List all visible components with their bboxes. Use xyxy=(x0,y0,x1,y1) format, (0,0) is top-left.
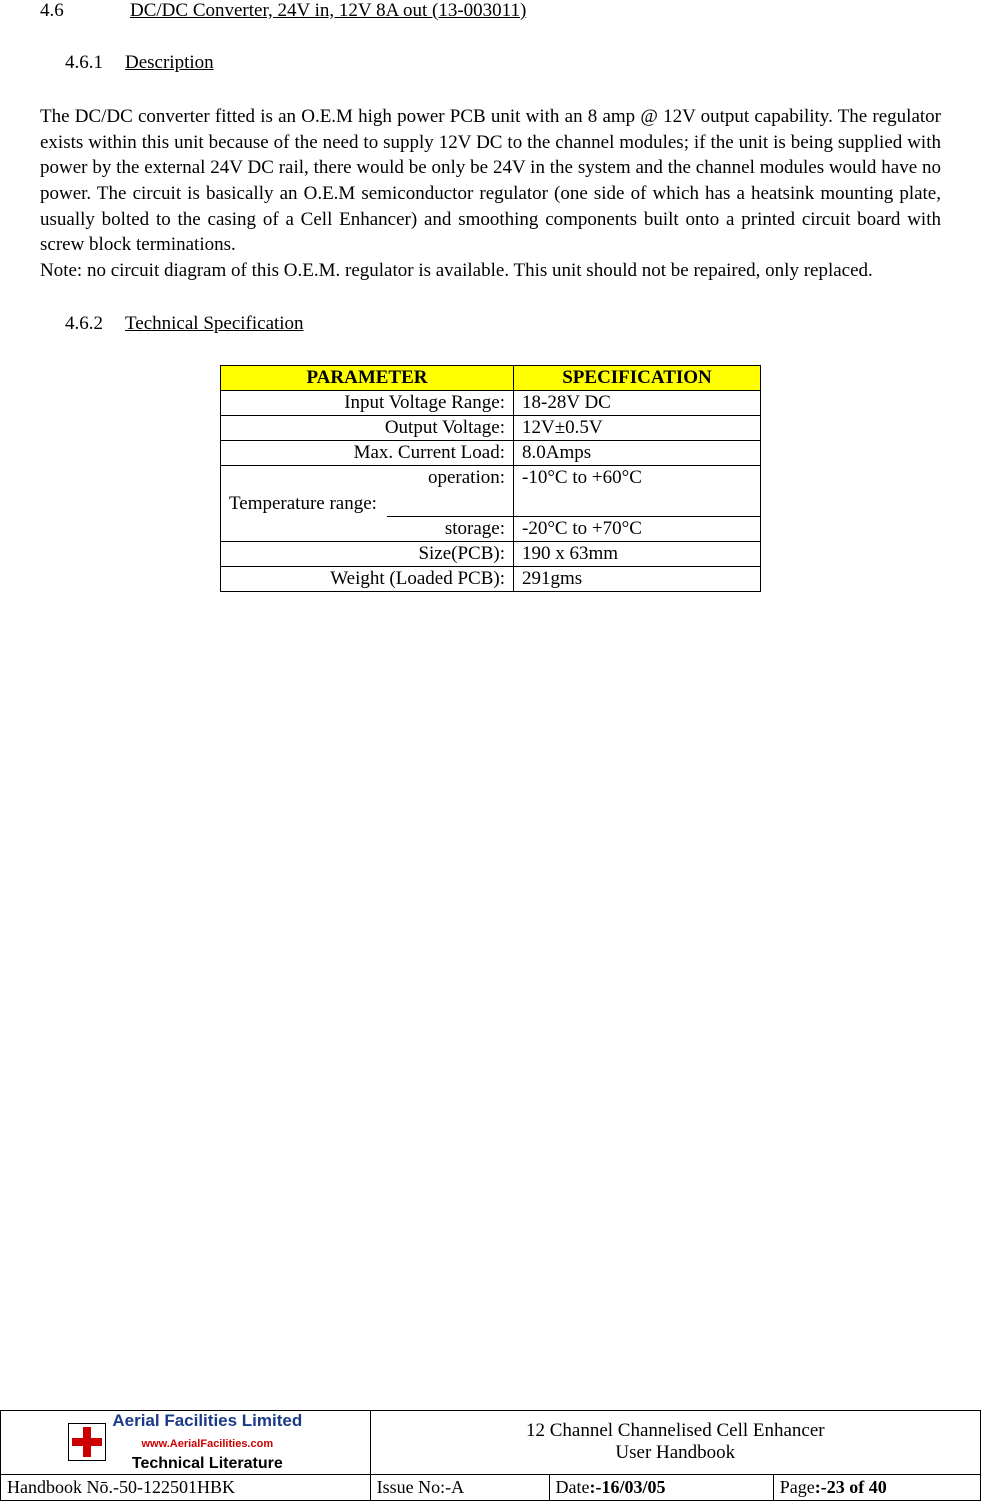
table-row: Input Voltage Range: 18-28V DC xyxy=(221,391,761,416)
spec-cell: 18-28V DC xyxy=(514,391,761,416)
table-row: Weight (Loaded PCB): 291gms xyxy=(221,567,761,592)
table-row: Size(PCB): 190 x 63mm xyxy=(221,542,761,567)
spec-cell: -20°C to +70°C xyxy=(514,517,761,542)
document-title-cell: 12 Channel Channelised Cell Enhancer Use… xyxy=(370,1411,980,1475)
param-cell: Max. Current Load: xyxy=(221,441,514,466)
param-cell: Output Voltage: xyxy=(221,416,514,441)
issue-date: Date:-16/03/05 xyxy=(549,1474,773,1500)
description-paragraph: The DC/DC converter fitted is an O.E.M h… xyxy=(40,104,941,283)
spec-cell: 8.0Amps xyxy=(514,441,761,466)
subsection-number: 4.6.1 xyxy=(65,52,125,74)
param-subcell: operation: xyxy=(387,466,514,517)
spec-cell: 190 x 63mm xyxy=(514,542,761,567)
logo-subtitle: Technical Literature xyxy=(132,1455,283,1472)
header-specification: SPECIFICATION xyxy=(514,366,761,391)
subsection-number: 4.6.2 xyxy=(65,313,125,335)
table-row: Max. Current Load: 8.0Amps xyxy=(221,441,761,466)
param-cell: Temperature range: xyxy=(221,466,388,542)
param-cell: Weight (Loaded PCB): xyxy=(221,567,514,592)
section-number: 4.6 xyxy=(40,0,130,22)
logo-company-name: Aerial Facilities Limited xyxy=(112,1411,302,1430)
footer-table: Aerial Facilities Limited www.AerialFaci… xyxy=(0,1410,981,1501)
page-content: 4.6DC/DC Converter, 24V in, 12V 8A out (… xyxy=(0,0,981,1410)
handbook-number: Handbook Nō.-50-122501HBK xyxy=(1,1474,371,1500)
section-heading: 4.6DC/DC Converter, 24V in, 12V 8A out (… xyxy=(40,0,941,22)
table-row: Output Voltage: 12V±0.5V xyxy=(221,416,761,441)
table-header-row: PARAMETER SPECIFICATION xyxy=(221,366,761,391)
section-title: DC/DC Converter, 24V in, 12V 8A out (13-… xyxy=(130,0,526,21)
header-parameter: PARAMETER xyxy=(221,366,514,391)
param-cell: Input Voltage Range: xyxy=(221,391,514,416)
page-number: Page:-23 of 40 xyxy=(773,1474,980,1500)
doc-title-line2: User Handbook xyxy=(615,1442,735,1463)
param-subcell: storage: xyxy=(387,517,514,542)
logo-website: www.AerialFacilities.com xyxy=(141,1438,273,1450)
logo-text-block: Aerial Facilities Limited www.AerialFaci… xyxy=(112,1411,302,1474)
company-logo-icon xyxy=(68,1423,106,1461)
subsection-heading-techspec: 4.6.2Technical Specification xyxy=(40,313,941,335)
subsection-title: Technical Specification xyxy=(125,313,304,334)
issue-number: Issue No:-A xyxy=(370,1474,549,1500)
param-cell: Size(PCB): xyxy=(221,542,514,567)
specification-table: PARAMETER SPECIFICATION Input Voltage Ra… xyxy=(220,365,761,592)
footer-row-1: Aerial Facilities Limited www.AerialFaci… xyxy=(1,1411,981,1475)
footer-row-2: Handbook Nō.-50-122501HBK Issue No:-A Da… xyxy=(1,1474,981,1500)
logo-cell: Aerial Facilities Limited www.AerialFaci… xyxy=(1,1411,371,1475)
spec-cell: 291gms xyxy=(514,567,761,592)
table-row: Temperature range: operation: -10°C to +… xyxy=(221,466,761,517)
subsection-title: Description xyxy=(125,52,214,73)
doc-title-line1: 12 Channel Channelised Cell Enhancer xyxy=(526,1420,825,1441)
spec-cell: -10°C to +60°C xyxy=(514,466,761,517)
spec-cell: 12V±0.5V xyxy=(514,416,761,441)
subsection-heading-description: 4.6.1Description xyxy=(40,52,941,74)
